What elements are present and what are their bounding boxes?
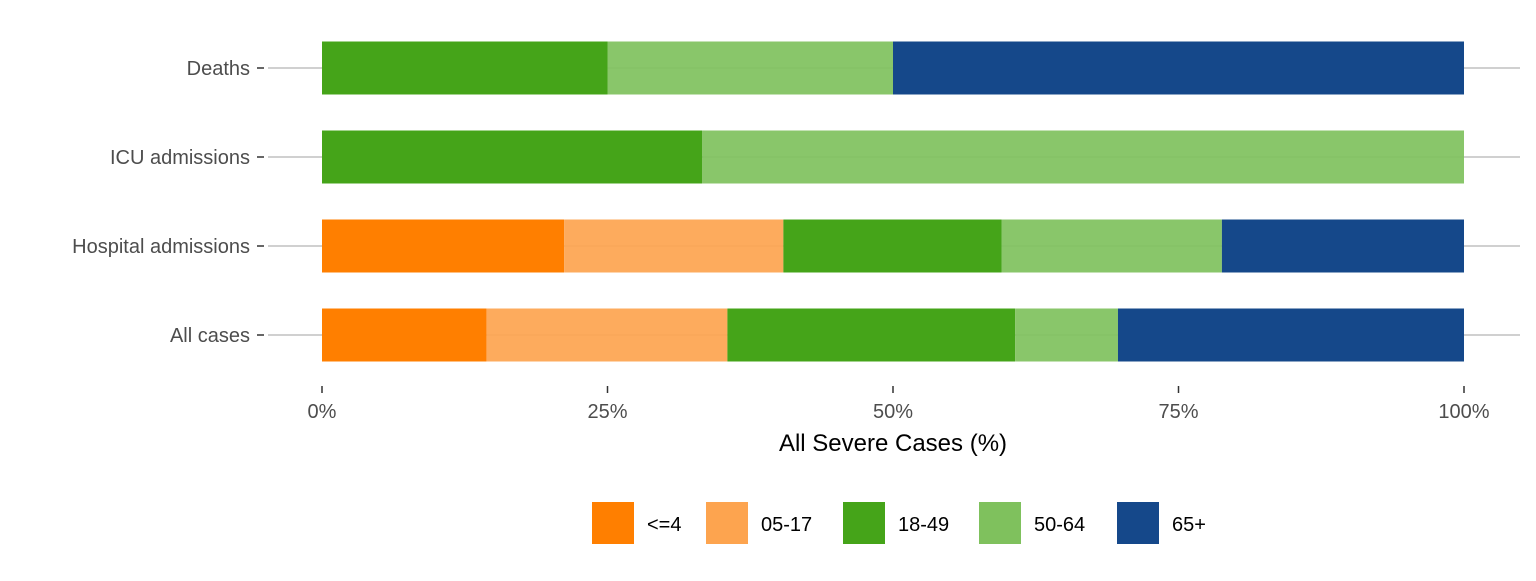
bar-segment (1015, 308, 1118, 362)
bar-segment (702, 130, 1464, 184)
bar-segment (1117, 308, 1464, 362)
x-tick-label: 75% (1158, 401, 1198, 423)
legend-label: 18-49 (898, 514, 949, 536)
y-tick-label: Hospital admissions (72, 236, 250, 258)
bar-segment (322, 308, 487, 362)
y-tick-label: ICU admissions (110, 147, 250, 169)
bar-segment (322, 41, 608, 95)
legend-swatch (1117, 502, 1159, 544)
bar-segment (322, 219, 565, 273)
bar-segment (727, 308, 1016, 362)
legend-label: 50-64 (1034, 514, 1085, 536)
x-tick-label: 100% (1438, 401, 1489, 423)
y-axis: All cases Hospital admissions ICU admissio… (72, 58, 264, 347)
bar-segment (607, 41, 893, 95)
bars (322, 41, 1464, 362)
bar-segment (564, 219, 784, 273)
x-tick-label: 50% (873, 401, 913, 423)
bar-segment (893, 41, 1464, 95)
y-tick-label: All cases (170, 325, 250, 347)
legend-swatch (843, 502, 885, 544)
x-tick-label: 25% (587, 401, 627, 423)
x-axis-title: All Severe Cases (%) (779, 430, 1007, 457)
bar-segment (486, 308, 728, 362)
bar-segment (783, 219, 1002, 273)
legend-swatch (706, 502, 748, 544)
legend-label: 05-17 (761, 514, 812, 536)
bar-segment (1221, 219, 1464, 273)
legend-label: <=4 (647, 514, 681, 536)
legend-swatch (592, 502, 634, 544)
legend: <=4 05-17 18-49 50-64 65+ (592, 502, 1206, 544)
bar-segment (1001, 219, 1222, 273)
legend-swatch (979, 502, 1021, 544)
legend-label: 65+ (1172, 514, 1206, 536)
x-axis: 0% 25% 50% 75% 100% (308, 386, 1490, 423)
bar-segment (322, 130, 703, 184)
grid-lines (268, 67, 1520, 336)
y-tick-label: Deaths (187, 58, 250, 80)
x-tick-label: 0% (308, 401, 337, 423)
